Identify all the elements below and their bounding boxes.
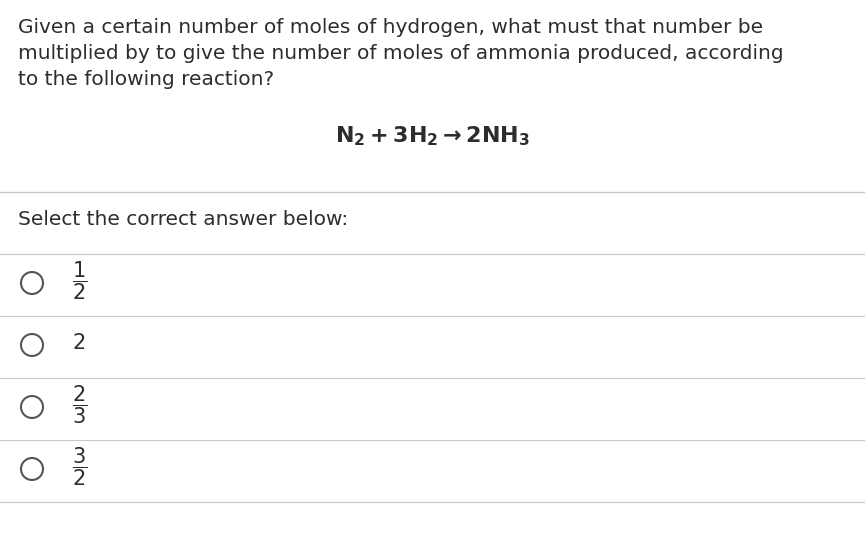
Text: $2$: $2$ (72, 333, 85, 353)
Text: to the following reaction?: to the following reaction? (18, 70, 274, 89)
Text: Given a certain number of moles of hydrogen, what must that number be: Given a certain number of moles of hydro… (18, 18, 763, 37)
Text: $\mathbf{N_2 + 3H_2 \rightarrow 2NH_3}$: $\mathbf{N_2 + 3H_2 \rightarrow 2NH_3}$ (335, 124, 530, 147)
Text: $\dfrac{1}{2}$: $\dfrac{1}{2}$ (72, 260, 87, 302)
Text: $\dfrac{2}{3}$: $\dfrac{2}{3}$ (72, 384, 87, 426)
Text: $\dfrac{3}{2}$: $\dfrac{3}{2}$ (72, 446, 87, 488)
Text: multiplied by to give the number of moles of ammonia produced, according: multiplied by to give the number of mole… (18, 44, 784, 63)
Text: Select the correct answer below:: Select the correct answer below: (18, 210, 349, 229)
